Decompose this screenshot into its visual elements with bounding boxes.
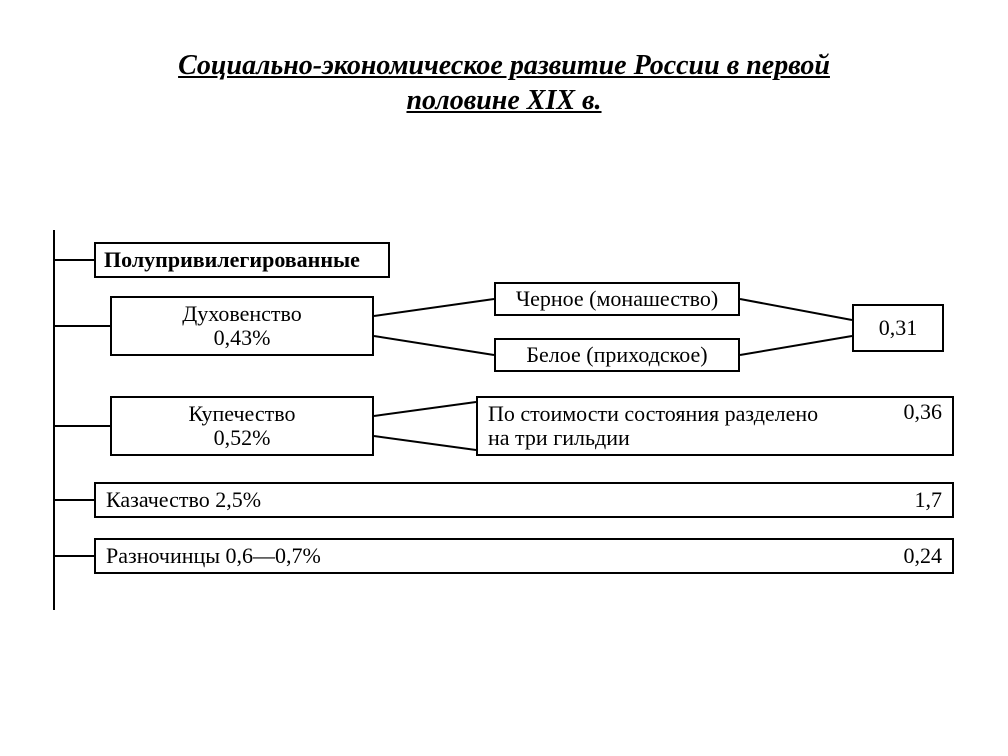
cossacks-value: 1,7 [915, 488, 943, 512]
merchants-value: 0,36 [904, 400, 943, 424]
node-merchants-note: По стоимости состояния разделено на три … [476, 396, 954, 456]
node-cossacks: Казачество 2,5% 1,7 [94, 482, 954, 518]
clergy-label: Духовенство [182, 301, 302, 326]
node-clergy: Духовенство 0,43% [110, 296, 374, 356]
slide-title: Социально-экономическое развитие России … [0, 48, 1008, 118]
merchants-pct: 0,52% [214, 425, 271, 450]
cossacks-label: Казачество 2,5% [106, 488, 261, 512]
node-clergy-white: Белое (приходское) [494, 338, 740, 372]
clergy-white-text: Белое (приходское) [526, 343, 707, 367]
node-header: Полупривилегированные [94, 242, 390, 278]
merchants-label: Купечество [188, 401, 295, 426]
node-raznochintsy: Разночинцы 0,6—0,7% 0,24 [94, 538, 954, 574]
title-line-2: половине XIX в. [406, 85, 601, 116]
clergy-black-text: Черное (монашество) [516, 287, 718, 311]
raznochintsy-value: 0,24 [904, 544, 943, 568]
merchants-note-text: По стоимости состояния разделено на три … [488, 402, 828, 450]
title-line-1: Социально-экономическое развитие России … [178, 50, 830, 81]
raznochintsy-label: Разночинцы 0,6—0,7% [106, 544, 321, 568]
clergy-value-text: 0,31 [879, 316, 918, 340]
node-clergy-black: Черное (монашество) [494, 282, 740, 316]
node-clergy-value: 0,31 [852, 304, 944, 352]
header-text: Полупривилегированные [104, 248, 360, 272]
node-merchants: Купечество 0,52% [110, 396, 374, 456]
clergy-pct: 0,43% [214, 325, 271, 350]
